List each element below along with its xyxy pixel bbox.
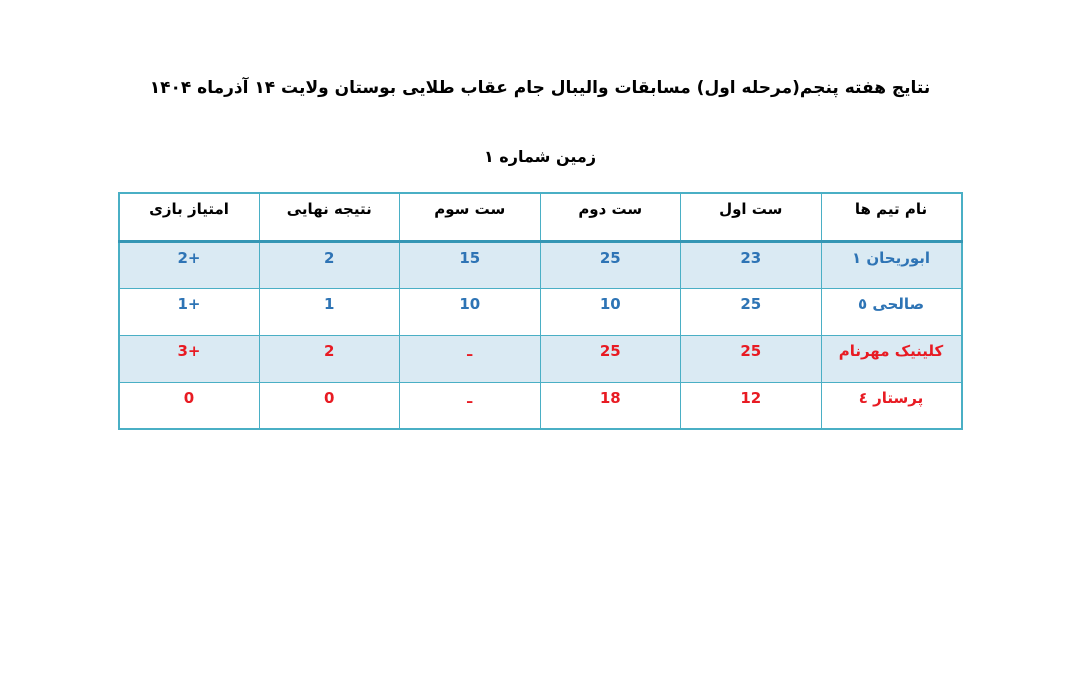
col-header-game-points: امتیاز بازی [118,192,260,243]
table-row: ابوریحان ۱ 23 25 15 2 +2 [118,240,962,289]
game-points-cell: +2 [118,240,260,289]
final-result-cell: 2 [258,334,400,383]
final-result-cell: 2 [258,240,400,289]
final-result-cell: 0 [258,381,400,430]
table-row: پرستار ٤ 12 18 ـ 0 0 [118,381,962,430]
set3-cell: 15 [399,240,541,289]
set3-cell: ـ [399,381,541,430]
set3-cell: 10 [399,287,541,336]
field-title: زمین شماره ۱ [483,147,597,166]
col-header-final-result: نتیجه نهایی [258,192,400,243]
set1-cell: 23 [680,240,822,289]
table-row: کلینیک مهرنام 25 25 ـ 2 +3 [118,334,962,383]
final-result-cell: 1 [258,287,400,336]
set1-cell: 25 [680,334,822,383]
table-header-row: نام تیم ها ست اول ست دوم ست سوم نتیجه نه… [118,192,962,243]
set3-cell: ـ [399,334,541,383]
set2-cell: 25 [539,240,681,289]
set1-cell: 25 [680,287,822,336]
set2-cell: 25 [539,334,681,383]
col-header-set-1: ست اول [680,192,822,243]
col-header-team-names: نام تیم ها [820,192,962,243]
game-points-cell: +1 [118,287,260,336]
game-points-cell: 0 [118,381,260,430]
team-name-cell: پرستار ٤ [820,381,962,430]
team-name-cell: ابوریحان ۱ [820,240,962,289]
col-header-set-3: ست سوم [399,192,541,243]
col-header-set-2: ست دوم [539,192,681,243]
game-points-cell: +3 [118,334,260,383]
table-row: صالحی ٥ 25 10 10 1 +1 [118,287,962,336]
set2-cell: 10 [539,287,681,336]
results-table: نام تیم ها ست اول ست دوم ست سوم نتیجه نه… [117,192,963,430]
team-name-cell: صالحی ٥ [820,287,962,336]
set1-cell: 12 [680,381,822,430]
team-name-cell: کلینیک مهرنام [820,334,962,383]
page-title: نتایج هفته پنجم(مرحله اول) مسابقات والیب… [149,78,931,98]
set2-cell: 18 [539,381,681,430]
